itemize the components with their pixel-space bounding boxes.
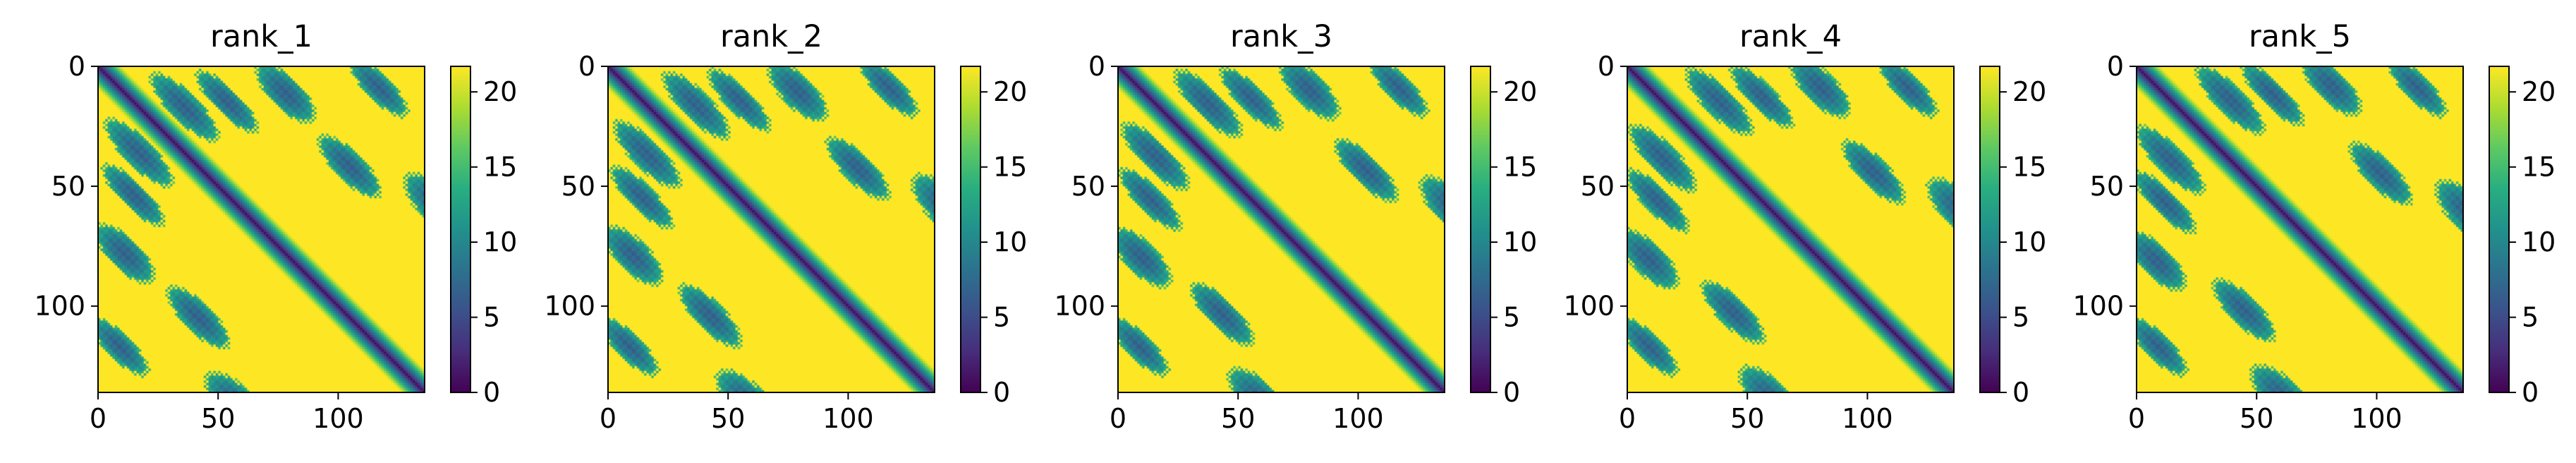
colorbar [2489,66,2510,393]
axes-frame [2136,66,2464,393]
x-tick-label: 0 [600,403,616,434]
y-tick-label: 0 [1088,51,1105,82]
y-tick-label: 50 [1071,171,1105,202]
heatmap-image [608,66,935,392]
x-tick-label: 50 [1730,403,1764,434]
y-tick-label: 100 [1054,291,1105,322]
colorbar-tick-label: 0 [2012,377,2029,408]
panel-1: rank_1 0 50 100 0 50 100 0 5 10 15 20 [34,19,517,434]
x-tick-label: 100 [1332,403,1384,434]
colorbar-tick-label: 15 [993,152,1027,183]
panel-title: rank_1 [210,19,312,54]
colorbar [1979,66,2000,393]
y-tick-label: 100 [34,291,85,322]
heatmap-image [1118,66,1445,392]
y-tick-label: 50 [51,171,85,202]
heatmap-image [2137,66,2463,392]
axes-frame [97,66,425,393]
colorbar-tick-label: 10 [993,227,1027,258]
y-tick-label: 0 [578,51,595,82]
y-tick-label: 0 [2107,51,2124,82]
panel-3: rank_3 0 50 100 0 50 100 0 5 10 15 20 [1054,19,1537,434]
x-tick-label: 50 [711,403,745,434]
panel-4: rank_4 0 50 100 0 50 100 0 5 10 15 20 [1563,19,2046,434]
colorbar [1470,66,1491,393]
colorbar-tick-label: 15 [2522,152,2556,183]
panel-title: rank_4 [1739,19,1842,54]
y-tick-label: 0 [1598,51,1615,82]
colorbar-tick-label: 10 [483,227,517,258]
x-tick-label: 0 [2128,403,2145,434]
colorbar-tick-label: 5 [993,302,1010,333]
y-tick-label: 100 [2072,291,2124,322]
y-tick-label: 50 [1581,171,1615,202]
panel-title: rank_5 [2249,19,2351,54]
y-tick-label: 100 [1563,291,1615,322]
x-tick-label: 100 [312,403,364,434]
heatmap-image [1627,66,1954,392]
y-tick-label: 50 [561,171,595,202]
colorbar-tick-label: 0 [2522,377,2539,408]
axes-frame [1117,66,1445,393]
y-tick-label: 50 [2090,171,2124,202]
colorbar-tick-label: 15 [1503,152,1537,183]
colorbar-tick-label: 5 [2522,302,2539,333]
y-tick-label: 0 [68,51,85,82]
x-tick-label: 50 [201,403,235,434]
colorbar-tick-label: 10 [1503,227,1537,258]
colorbar-tick-label: 20 [483,76,517,107]
colorbar-tick-label: 15 [483,152,517,183]
panel-2: rank_2 0 50 100 0 50 100 0 5 10 15 20 [544,19,1027,434]
panel-title: rank_2 [720,19,822,54]
colorbar-tick-label: 0 [993,377,1010,408]
colorbar-tick-label: 5 [483,302,500,333]
colorbar-tick-label: 20 [993,76,1027,107]
colorbar-tick-label: 20 [2012,76,2046,107]
axes-frame [1627,66,1955,393]
colorbar-tick-label: 20 [2522,76,2556,107]
colorbar [450,66,471,393]
x-tick-label: 0 [1110,403,1126,434]
x-tick-label: 100 [1842,403,1893,434]
panel-5: rank_5 0 50 100 0 50 100 0 5 10 15 20 [2072,19,2556,434]
x-tick-label: 0 [1619,403,1636,434]
colorbar [960,66,981,393]
x-tick-label: 50 [2240,403,2273,434]
colorbar-tick-label: 10 [2522,227,2556,258]
colorbar-tick-label: 0 [483,377,500,408]
heatmap-image [98,66,425,392]
y-tick-label: 100 [544,291,595,322]
colorbar-tick-label: 10 [2012,227,2046,258]
panel-title: rank_3 [1230,19,1332,54]
x-tick-label: 100 [822,403,874,434]
colorbar-tick-label: 5 [2012,302,2029,333]
colorbar-tick-label: 0 [1503,377,1520,408]
colorbar-tick-label: 5 [1503,302,1520,333]
x-tick-label: 50 [1221,403,1255,434]
colorbar-tick-label: 20 [1503,76,1537,107]
x-tick-label: 0 [90,403,107,434]
x-tick-label: 100 [2351,403,2402,434]
axes-frame [607,66,935,393]
colorbar-tick-label: 15 [2012,152,2046,183]
